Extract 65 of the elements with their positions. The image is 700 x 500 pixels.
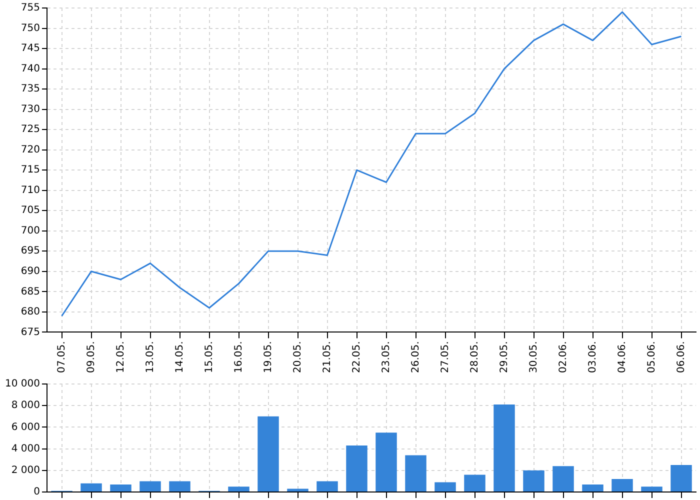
x-tick-label: 03.06. xyxy=(587,341,598,374)
bar xyxy=(376,432,397,492)
x-tick-label: 30.05. xyxy=(528,341,540,374)
x-tick-label: 22.05. xyxy=(351,341,362,374)
bar xyxy=(494,404,515,492)
y-tick-label: 740 xyxy=(20,63,40,74)
x-tick-label: 20.05. xyxy=(292,341,304,374)
x-tick-label: 14.05. xyxy=(174,341,186,374)
y-tick-label: 685 xyxy=(20,286,40,298)
x-tick-label: 05.06. xyxy=(646,341,658,374)
x-tick-label: 12.05. xyxy=(115,341,126,374)
y-tick-label: 715 xyxy=(20,164,40,176)
x-tick-label: 07.05. xyxy=(56,341,68,374)
y-tick-label: 680 xyxy=(20,306,40,318)
y-tick-label: 695 xyxy=(20,246,40,257)
y-tick-label: 725 xyxy=(20,124,40,136)
y-tick-label: 730 xyxy=(20,104,40,115)
bar xyxy=(287,488,308,492)
y-tick-label: 745 xyxy=(20,43,40,54)
bar xyxy=(464,474,486,492)
x-tick-label: 27.05. xyxy=(440,341,451,374)
x-tick-label: 21.05. xyxy=(322,341,333,374)
y-tick-label: 720 xyxy=(20,144,40,156)
bar xyxy=(434,482,456,492)
y-tick-label: 10 000 xyxy=(5,378,40,390)
bar xyxy=(346,446,368,492)
x-tick-label: 04.06. xyxy=(616,341,628,374)
y-tick-label: 2 000 xyxy=(11,464,40,476)
x-tick-label: 06.06. xyxy=(676,341,687,374)
y-tick-label: 755 xyxy=(20,2,40,14)
y-tick-label: 705 xyxy=(20,205,40,216)
x-tick-label: 16.05. xyxy=(233,341,244,374)
x-tick-label: 28.05. xyxy=(469,341,480,374)
y-tick-label: 0 xyxy=(34,486,40,498)
bar xyxy=(316,481,338,492)
y-tick-label: 750 xyxy=(20,22,40,34)
x-tick-label: 26.05. xyxy=(410,341,422,374)
y-tick-label: 700 xyxy=(20,225,40,236)
bar xyxy=(641,486,662,492)
bar xyxy=(552,466,574,492)
bar xyxy=(612,479,633,492)
y-tick-label: 8 000 xyxy=(11,400,40,412)
x-tick-label: 19.05. xyxy=(262,341,274,374)
bar xyxy=(110,484,132,492)
bar xyxy=(169,481,190,492)
bar xyxy=(258,416,279,492)
bar xyxy=(140,481,161,492)
bar xyxy=(228,486,250,492)
x-tick-label: 02.06. xyxy=(558,341,569,374)
bar xyxy=(405,455,426,492)
bar xyxy=(80,483,102,492)
x-tick-label: 29.05. xyxy=(498,341,510,374)
bar xyxy=(670,465,692,492)
y-tick-label: 6 000 xyxy=(11,422,40,433)
x-tick-label: 23.05. xyxy=(380,341,392,374)
y-tick-label: 710 xyxy=(20,184,40,196)
x-tick-label: 13.05. xyxy=(144,341,156,374)
x-tick-label: 09.05. xyxy=(86,341,97,374)
bar xyxy=(523,470,544,492)
y-tick-label: 675 xyxy=(20,326,40,338)
y-tick-label: 690 xyxy=(20,266,40,277)
bar xyxy=(582,484,604,492)
y-tick-label: 735 xyxy=(20,84,40,95)
x-tick-label: 15.05. xyxy=(204,341,215,374)
y-tick-label: 4 000 xyxy=(11,443,40,454)
